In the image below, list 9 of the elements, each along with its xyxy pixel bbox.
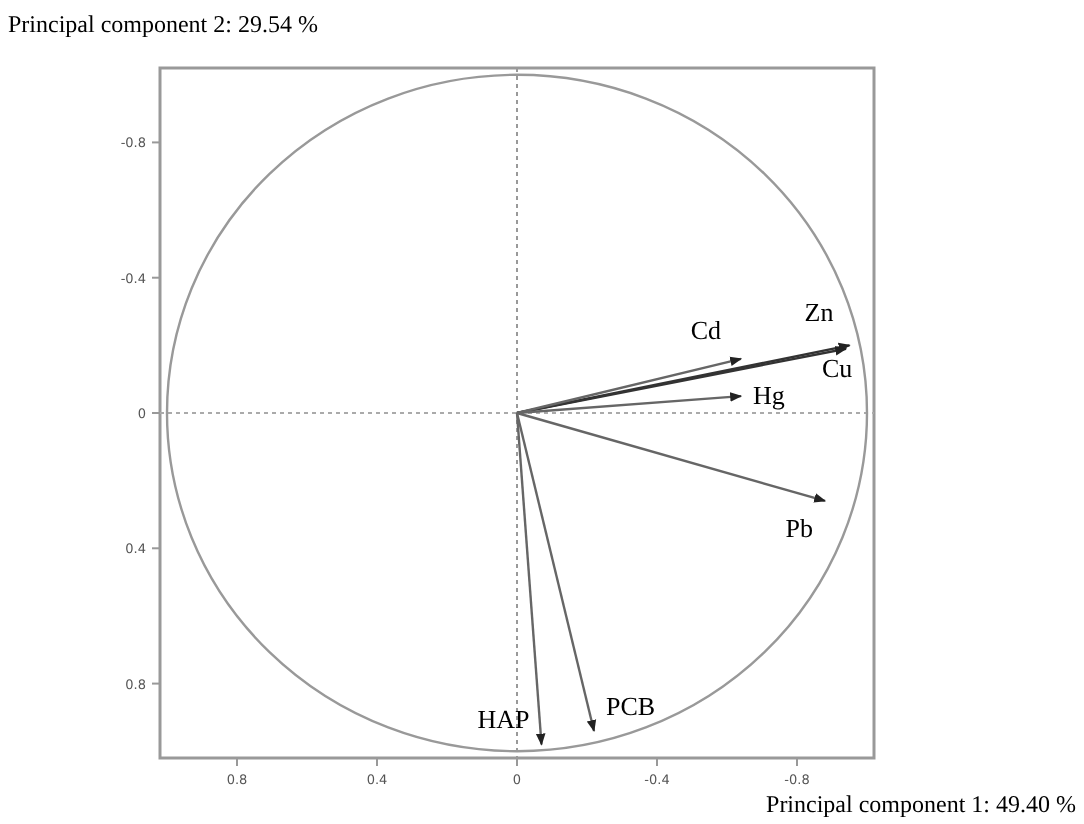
series-label: Hg <box>753 380 786 411</box>
series-label: Cu <box>822 352 854 383</box>
series-label: PCB <box>606 690 656 721</box>
series-label: Cd <box>690 314 722 345</box>
series-label: Zn <box>804 297 835 328</box>
y-axis-title: Principal component 2: 29.54 % <box>8 10 318 38</box>
series-label: Pb <box>785 512 813 543</box>
series-label: HAP <box>477 704 530 735</box>
x-axis-title: Principal component 1: 49.40 % <box>766 790 1076 818</box>
